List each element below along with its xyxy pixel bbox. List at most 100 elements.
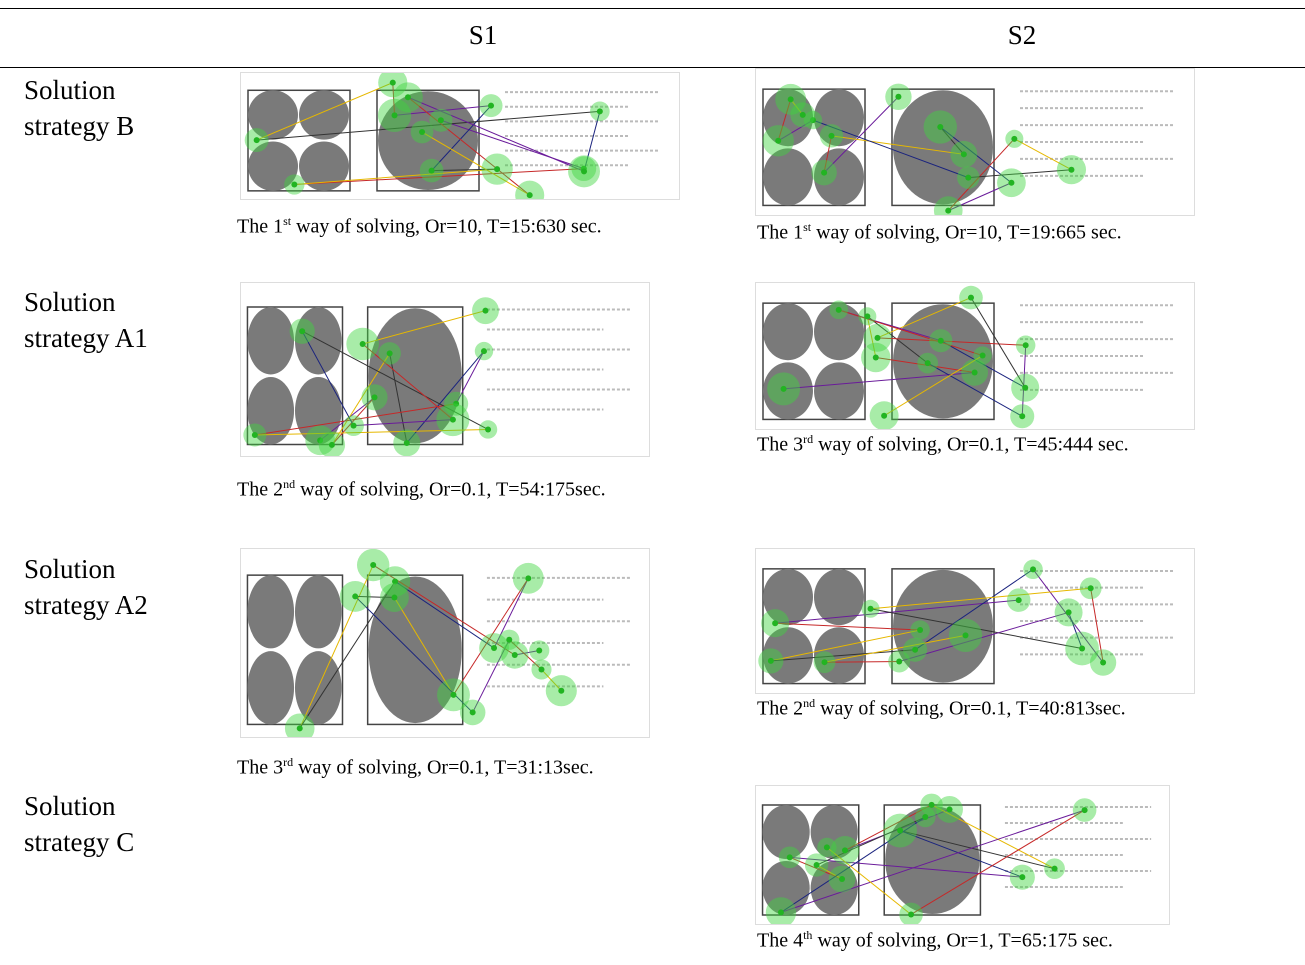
image-detail	[780, 385, 787, 392]
image-detail	[838, 309, 983, 357]
image-detail	[240, 548, 650, 738]
image-detail	[891, 568, 995, 685]
image-detail	[299, 564, 374, 729]
image-detail	[775, 599, 1019, 624]
image-detail	[755, 282, 1195, 430]
image-detail	[899, 611, 1069, 662]
image-detail	[251, 432, 258, 439]
image-detail	[783, 371, 975, 390]
image-detail	[814, 303, 864, 361]
image-detail	[971, 369, 978, 376]
image-detail	[763, 89, 813, 147]
image-detail	[939, 126, 1012, 184]
image-detail	[874, 334, 881, 341]
image-detail	[493, 578, 529, 649]
image-detail	[931, 804, 1055, 870]
row-label: Solution strategy B	[24, 75, 135, 141]
image-detail	[299, 90, 349, 140]
image-detail	[515, 180, 545, 200]
image-detail	[812, 119, 969, 179]
image-detail	[247, 89, 351, 192]
image-detail	[799, 111, 806, 118]
image-detail	[299, 581, 396, 729]
image-detail	[240, 282, 650, 457]
image-detail	[248, 141, 298, 191]
image-detail	[294, 575, 342, 649]
image-detail	[870, 587, 1091, 610]
image-detail	[867, 605, 874, 612]
image-detail	[813, 862, 820, 869]
image-detail	[761, 804, 860, 916]
image-detail	[536, 647, 543, 654]
image-detail	[440, 119, 585, 170]
image-detail	[772, 620, 779, 627]
image-detail	[762, 568, 866, 685]
image-detail	[247, 575, 295, 649]
image-detail	[823, 96, 899, 174]
image-detail	[789, 856, 1023, 878]
top-rule	[0, 8, 1305, 9]
image-detail	[1051, 865, 1058, 872]
caption: The 1st way of solving, Or=10, T=19:665 …	[757, 220, 1122, 244]
image-detail	[392, 82, 396, 116]
image-detail	[947, 138, 1015, 211]
image-detail	[247, 307, 295, 375]
image-detail	[472, 639, 510, 713]
image-detail	[912, 646, 919, 653]
row-label: Solution strategy A2	[24, 554, 148, 620]
image-detail	[1022, 342, 1029, 349]
image-detail	[967, 294, 974, 301]
image-detail	[389, 353, 408, 444]
image-detail	[945, 207, 952, 214]
image-detail	[777, 119, 814, 142]
image-detail	[404, 94, 411, 101]
image-detail	[299, 141, 349, 191]
image-detail	[254, 428, 489, 436]
image-detail	[331, 353, 391, 446]
image-detail	[809, 117, 816, 124]
image-detail	[924, 360, 931, 367]
image-detail	[247, 651, 295, 725]
image-detail	[455, 350, 485, 404]
image-detail	[1022, 384, 1029, 391]
image-detail	[506, 636, 513, 643]
row-label: Solution strategy C	[24, 791, 135, 857]
image-detail	[864, 313, 871, 320]
eye-tracking-image	[240, 548, 650, 738]
image-detail	[816, 864, 843, 880]
image-detail	[814, 568, 864, 626]
image-detail	[893, 90, 993, 205]
image-detail	[514, 650, 540, 656]
image-detail	[294, 168, 498, 185]
image-detail	[790, 99, 804, 116]
image-detail	[755, 785, 1170, 925]
image-detail	[770, 649, 916, 662]
image-detail	[899, 830, 1023, 878]
image-detail	[763, 568, 813, 626]
image-detail	[937, 123, 944, 130]
image-detail	[294, 307, 342, 375]
image-detail	[1015, 597, 1022, 604]
image-detail	[914, 568, 1034, 651]
image-detail	[370, 562, 377, 569]
image-detail	[1030, 566, 1037, 573]
image-detail	[525, 575, 532, 582]
image-detail	[485, 426, 492, 433]
image-detail	[787, 96, 794, 103]
image-detail	[933, 196, 963, 216]
image-detail	[755, 548, 1195, 694]
eye-tracking-image	[240, 72, 680, 200]
image-detail	[866, 316, 877, 358]
image-detail	[870, 608, 1083, 649]
image-detail	[368, 576, 462, 724]
image-detail	[821, 659, 828, 666]
image-detail	[538, 666, 545, 673]
image-detail	[965, 174, 972, 181]
image-detail	[917, 627, 924, 634]
image-detail	[814, 89, 864, 147]
image-detail	[581, 168, 588, 175]
image-detail	[253, 137, 260, 144]
image-detail	[927, 362, 1023, 417]
image-detail	[810, 805, 858, 859]
image-detail	[1019, 413, 1026, 420]
